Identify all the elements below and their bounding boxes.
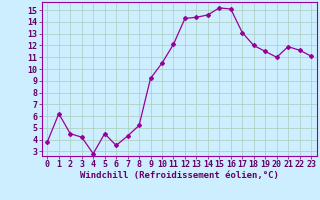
X-axis label: Windchill (Refroidissement éolien,°C): Windchill (Refroidissement éolien,°C) [80, 171, 279, 180]
